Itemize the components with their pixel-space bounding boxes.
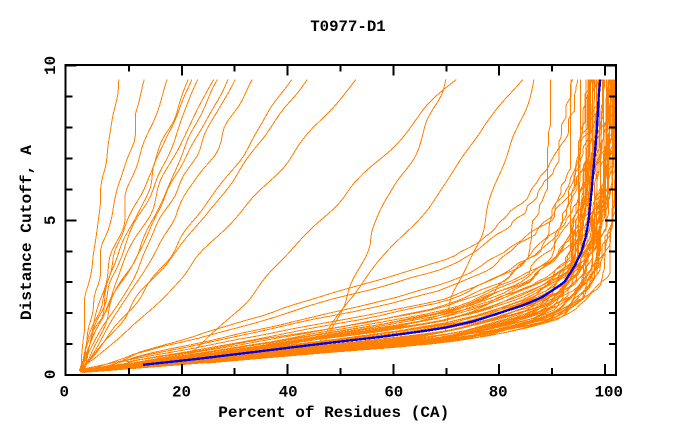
svg-text:40: 40 [279, 383, 298, 401]
svg-text:10: 10 [42, 56, 60, 75]
svg-text:100: 100 [595, 383, 623, 401]
svg-text:Percent of Residues (CA): Percent of Residues (CA) [218, 404, 449, 422]
svg-text:20: 20 [172, 383, 191, 401]
svg-text:5: 5 [42, 216, 60, 225]
svg-text:60: 60 [384, 383, 403, 401]
svg-text:T0977-D1: T0977-D1 [310, 18, 386, 36]
svg-text:0: 0 [42, 370, 60, 379]
svg-text:Distance Cutoff, A: Distance Cutoff, A [18, 145, 36, 321]
svg-text:80: 80 [489, 383, 508, 401]
svg-text:0: 0 [60, 383, 69, 401]
